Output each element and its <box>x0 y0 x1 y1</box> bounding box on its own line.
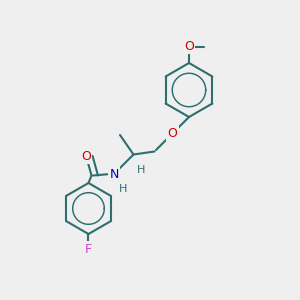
Text: H: H <box>137 164 145 175</box>
Text: O: O <box>168 127 177 140</box>
Text: O: O <box>81 149 91 163</box>
Text: N: N <box>109 167 119 181</box>
Text: O: O <box>184 40 194 53</box>
Text: F: F <box>85 242 92 256</box>
Text: H: H <box>119 184 127 194</box>
